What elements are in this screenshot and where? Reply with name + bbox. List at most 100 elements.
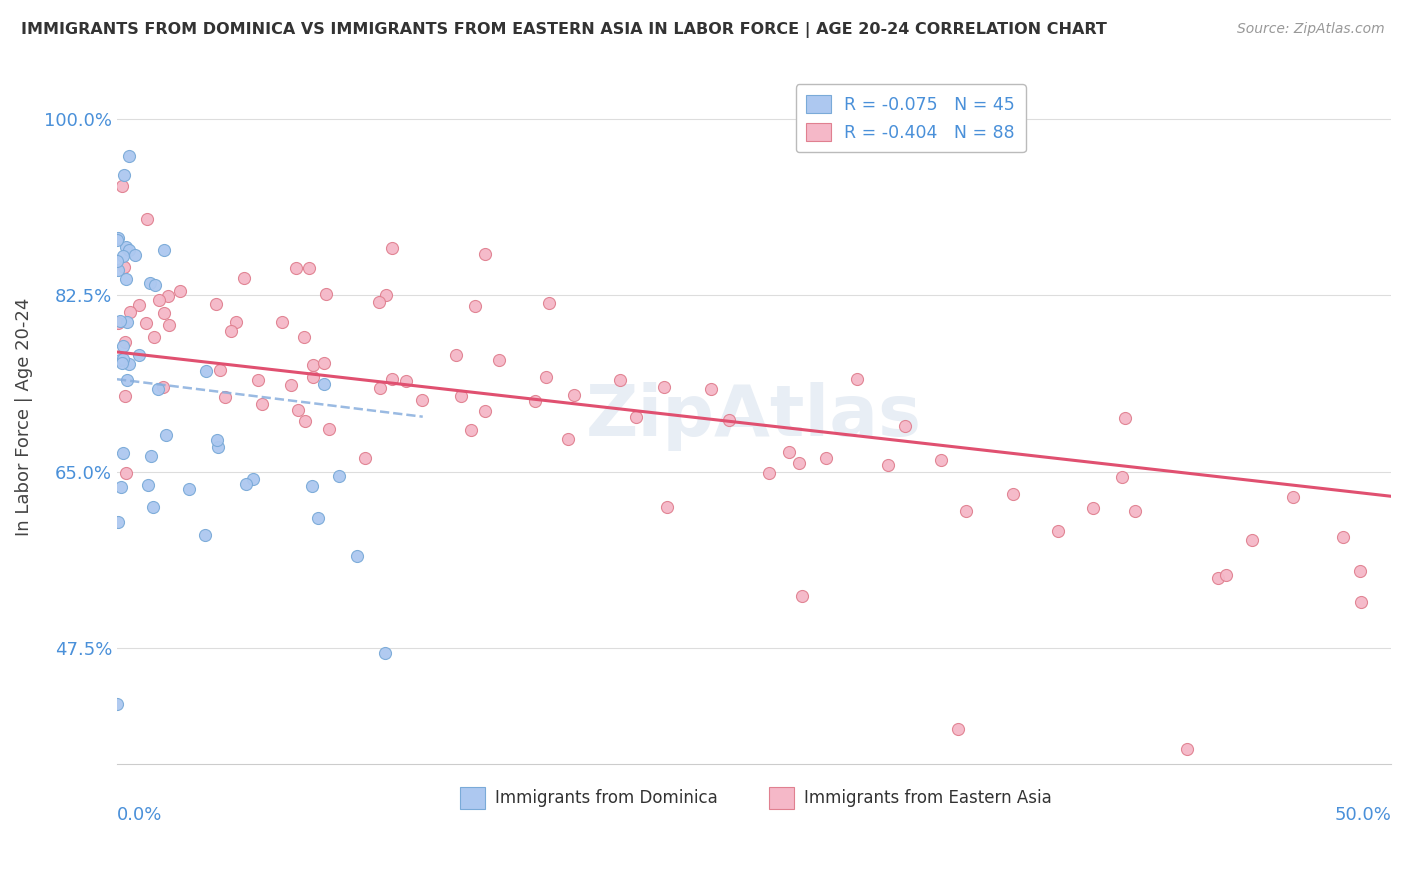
Point: [112, 446, 135, 460]
Point: [157, 318, 180, 332]
Point: [394, 374, 416, 388]
Point: [1002, 487, 1025, 501]
Point: [107, 231, 129, 245]
Point: [115, 315, 138, 329]
Point: [488, 353, 510, 368]
Point: [156, 289, 179, 303]
Point: [139, 449, 162, 463]
Point: [657, 500, 679, 514]
Point: [110, 353, 132, 368]
Point: [778, 445, 800, 459]
Point: [893, 418, 915, 433]
Point: [444, 348, 467, 362]
Point: [107, 316, 129, 330]
Point: [846, 372, 869, 386]
Point: [107, 263, 129, 277]
Point: [142, 330, 165, 344]
Text: IMMIGRANTS FROM DOMINICA VS IMMIGRANTS FROM EASTERN ASIA IN LABOR FORCE | AGE 20: IMMIGRANTS FROM DOMINICA VS IMMIGRANTS F…: [21, 22, 1107, 38]
Point: [1348, 564, 1371, 578]
Point: [148, 293, 170, 307]
Point: [148, 382, 170, 396]
Point: [460, 424, 482, 438]
Bar: [460, 787, 485, 809]
Point: [353, 450, 375, 465]
Point: [194, 528, 217, 542]
Point: [153, 306, 176, 320]
Point: [138, 276, 160, 290]
Point: [534, 370, 557, 384]
Text: 0.0%: 0.0%: [117, 806, 162, 824]
Point: [112, 260, 135, 274]
Point: [792, 590, 814, 604]
Point: [111, 356, 134, 370]
Point: [120, 305, 142, 319]
Point: [464, 299, 486, 313]
Text: Immigrants from Eastern Asia: Immigrants from Eastern Asia: [804, 789, 1052, 806]
Point: [124, 248, 146, 262]
Point: [1046, 524, 1069, 539]
Legend: R = -0.075   N = 45, R = -0.404   N = 88: R = -0.075 N = 45, R = -0.404 N = 88: [796, 84, 1025, 153]
Point: [287, 402, 309, 417]
Point: [381, 241, 404, 255]
Point: [523, 393, 546, 408]
Point: [115, 373, 138, 387]
Text: 50.0%: 50.0%: [1334, 806, 1391, 824]
Point: [1282, 490, 1305, 504]
Point: [609, 372, 631, 386]
Point: [1206, 571, 1229, 585]
Point: [557, 432, 579, 446]
Point: [112, 168, 135, 182]
Point: [298, 261, 321, 276]
Point: [373, 646, 395, 660]
Point: [110, 480, 132, 494]
Point: [1350, 595, 1372, 609]
Point: [294, 413, 316, 427]
Point: [1111, 470, 1133, 484]
Point: [652, 380, 675, 394]
Point: [214, 390, 236, 404]
Point: [877, 458, 900, 472]
Point: [1215, 568, 1237, 582]
Point: [758, 466, 780, 480]
Point: [450, 389, 472, 403]
Point: [814, 450, 837, 465]
Point: [177, 482, 200, 496]
Point: [205, 434, 228, 448]
Point: [1114, 410, 1136, 425]
Bar: [769, 787, 794, 809]
Point: [312, 377, 335, 392]
Point: [142, 500, 165, 515]
Point: [252, 397, 274, 411]
Point: [368, 381, 391, 395]
Point: [233, 271, 256, 285]
Point: [562, 388, 585, 402]
Point: [1241, 533, 1264, 548]
Point: [115, 466, 138, 480]
Point: [1123, 503, 1146, 517]
Point: [207, 440, 229, 454]
Text: ZipAtlas: ZipAtlas: [586, 382, 922, 450]
Point: [107, 515, 129, 529]
Point: [381, 372, 404, 386]
Point: [318, 422, 340, 436]
Point: [136, 478, 159, 492]
Point: [302, 370, 325, 384]
Point: [117, 244, 139, 258]
Point: [247, 373, 270, 387]
Point: [537, 296, 560, 310]
Point: [1333, 530, 1355, 544]
Point: [1081, 501, 1104, 516]
Point: [136, 211, 159, 226]
Point: [111, 339, 134, 353]
Point: [718, 413, 741, 427]
Point: [955, 504, 977, 518]
Point: [225, 315, 247, 329]
Point: [292, 330, 315, 344]
Point: [271, 315, 294, 329]
Point: [700, 382, 723, 396]
Point: [787, 456, 810, 470]
Point: [118, 357, 141, 371]
Point: [208, 363, 231, 377]
Point: [624, 409, 647, 424]
Point: [302, 358, 325, 372]
